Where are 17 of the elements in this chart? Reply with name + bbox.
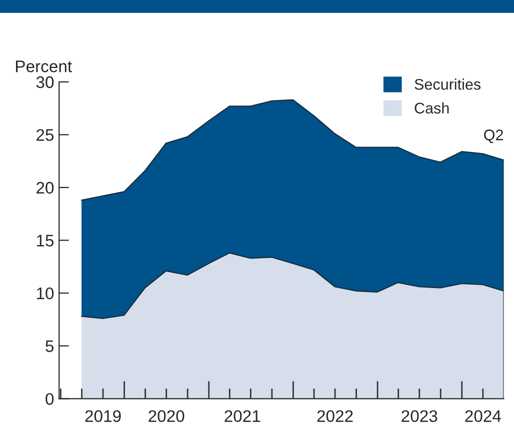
legend-label: Securities — [414, 78, 481, 90]
x-tick-label: 2021 — [224, 410, 260, 422]
y-axis-title: Percent — [16, 60, 72, 72]
y-tick-label: 5 — [46, 340, 54, 352]
y-tick-label: 0 — [46, 393, 54, 405]
x-tick-label: 2023 — [402, 410, 438, 422]
y-tick-label: 30 — [36, 76, 54, 88]
y-tick-label: 20 — [36, 182, 54, 194]
annotation: Q2 — [484, 130, 503, 144]
y-tick-label: 25 — [36, 129, 54, 141]
x-tick-label: 2020 — [148, 410, 184, 422]
x-tick-label: 2022 — [317, 410, 353, 422]
x-tick-label: 2024 — [465, 410, 501, 422]
legend-label: Cash — [414, 102, 449, 114]
y-tick-label: 15 — [36, 234, 54, 246]
x-tick-label: 2019 — [85, 410, 121, 422]
y-tick-label: 10 — [36, 287, 54, 300]
